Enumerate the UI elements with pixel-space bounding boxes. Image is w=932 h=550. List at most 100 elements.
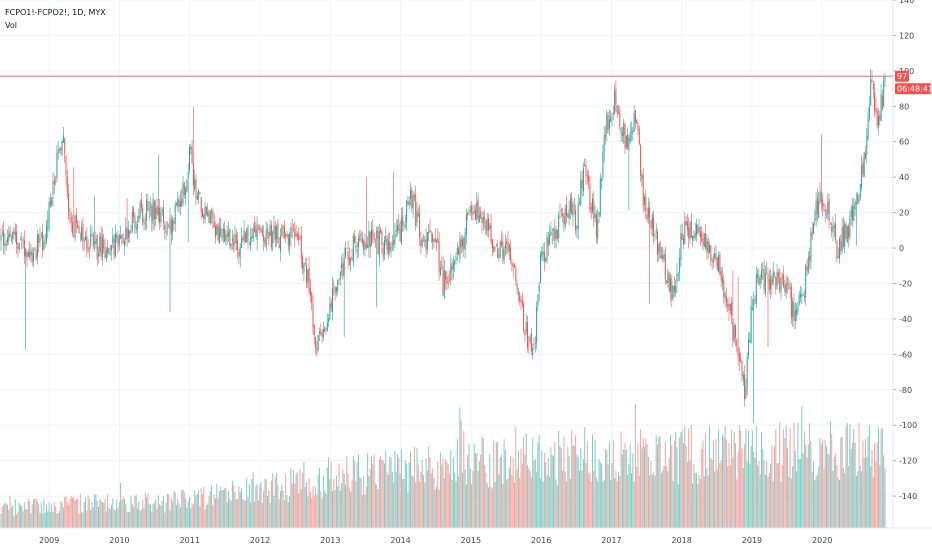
volume-bar — [623, 449, 625, 528]
candle-body — [311, 292, 313, 304]
volume-bar — [308, 478, 310, 528]
candle-body — [335, 287, 337, 292]
volume-bar — [740, 430, 742, 528]
volume-bar — [112, 498, 114, 528]
candle-body — [709, 245, 710, 253]
volume-bar — [705, 432, 707, 528]
candle-body — [350, 258, 352, 263]
candle-body — [681, 233, 683, 240]
volume-label[interactable]: Vol — [5, 21, 17, 30]
time-axis[interactable]: 2009 2010 2011 2012 2013 2014 2015 2016 2017 2018… — [0, 527, 932, 545]
candle-body — [660, 255, 662, 259]
candle-body — [81, 227, 83, 241]
candle-body — [861, 165, 863, 188]
volume-bar — [839, 479, 840, 528]
volume-bar — [329, 479, 331, 528]
candle-body — [42, 232, 44, 251]
candle-body — [339, 271, 341, 279]
candle-body — [503, 249, 505, 261]
volume-bar — [715, 439, 717, 528]
candle-body — [449, 280, 450, 282]
volume-bar — [840, 437, 842, 528]
volume-bar — [516, 469, 518, 528]
candle-body — [813, 223, 814, 234]
volume-bar — [772, 481, 774, 528]
volume-bar — [451, 479, 453, 528]
volume-bar — [659, 435, 661, 528]
candle-body — [257, 227, 259, 229]
volume-bar — [439, 452, 441, 528]
candle-body — [530, 333, 532, 352]
volume-bar — [103, 503, 105, 528]
candle-body — [458, 248, 460, 255]
candle-body — [423, 240, 424, 242]
volume-bar — [445, 458, 447, 528]
time-tick-label: 2020 — [812, 536, 832, 545]
candle-body — [226, 233, 228, 237]
volume-bar — [606, 450, 608, 528]
volume-bar — [521, 463, 523, 528]
volume-bar — [649, 475, 651, 528]
volume-bar — [859, 465, 861, 528]
candle-body — [858, 197, 860, 202]
volume-bar — [566, 481, 567, 528]
candle-body — [879, 114, 881, 121]
volume-bar — [862, 440, 864, 528]
candle-body — [780, 277, 782, 293]
volume-bar — [255, 486, 257, 528]
candle-body — [490, 223, 492, 243]
volume-bar — [95, 494, 97, 528]
candle-body — [471, 206, 473, 213]
time-tick-label: 2019 — [742, 536, 762, 545]
candle-body — [351, 257, 353, 260]
candle-body — [52, 181, 54, 196]
price-axis[interactable]: 140120100806040200-20-40-60-80-100-120-1… — [892, 0, 917, 528]
volume-bar — [226, 501, 228, 528]
volume-bar — [131, 503, 133, 528]
volume-bar — [345, 484, 346, 528]
candle-body — [631, 131, 632, 133]
candle-body — [620, 127, 622, 134]
candle-body — [649, 207, 651, 220]
candle-body — [823, 203, 825, 207]
candle-body — [469, 209, 471, 211]
volume-bar — [605, 449, 606, 528]
candle-body — [68, 193, 70, 212]
volume-bar — [278, 499, 280, 528]
volume-bar — [378, 459, 380, 528]
candle-body — [619, 110, 621, 127]
candle-body — [17, 246, 19, 249]
volume-bar — [74, 500, 76, 528]
candle-body — [376, 230, 378, 239]
volume-bar — [285, 474, 287, 528]
volume-bar — [7, 504, 8, 528]
candle-body — [750, 305, 752, 343]
candle-body — [842, 226, 844, 247]
candle-body — [7, 237, 8, 243]
volume-bar — [391, 471, 393, 528]
volume-bar — [826, 446, 827, 528]
volume-bar — [117, 507, 119, 528]
candle-body — [585, 165, 587, 176]
volume-bar — [793, 422, 795, 528]
volume-bar — [542, 481, 544, 528]
candle-body — [723, 279, 725, 297]
candle-body — [298, 235, 300, 241]
volume-bar — [274, 477, 276, 528]
volume-bar — [881, 427, 883, 528]
candle-body — [437, 238, 439, 244]
candle-body — [573, 206, 575, 208]
symbol-label[interactable]: FCPO1!-FCPO2!, 1D, MYX — [5, 8, 106, 17]
candle-body — [480, 212, 482, 219]
volume-bar — [699, 478, 701, 528]
volume-bar — [663, 465, 665, 528]
candle-body — [381, 231, 383, 245]
candle-body — [549, 234, 551, 244]
volume-bar — [777, 463, 779, 528]
volume-bar — [844, 472, 846, 528]
candle-body — [627, 134, 629, 148]
volume-bar — [473, 443, 475, 528]
volume-bar — [299, 469, 301, 528]
volume-bar — [781, 464, 783, 528]
